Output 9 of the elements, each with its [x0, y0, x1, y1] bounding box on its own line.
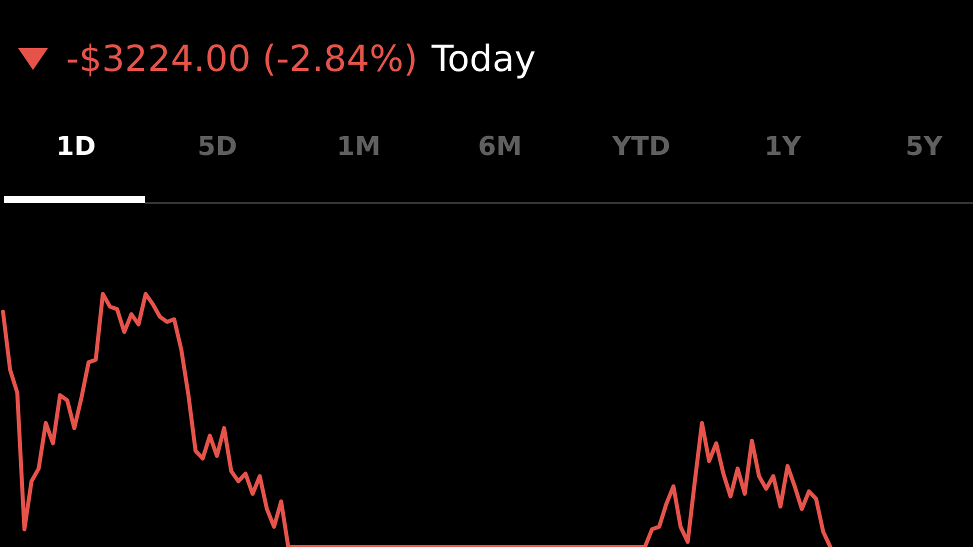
text: 5D — [197, 132, 238, 162]
text: Today — [432, 38, 536, 80]
text: 6M — [478, 132, 522, 162]
text: YTD — [612, 132, 670, 162]
text: 5Y — [906, 132, 942, 162]
text: 1Y — [764, 132, 802, 162]
text: 1M — [336, 132, 381, 162]
chart-subtitle: -$3224.00 (-2.84%) — [66, 38, 418, 80]
text: 1D — [56, 132, 96, 162]
